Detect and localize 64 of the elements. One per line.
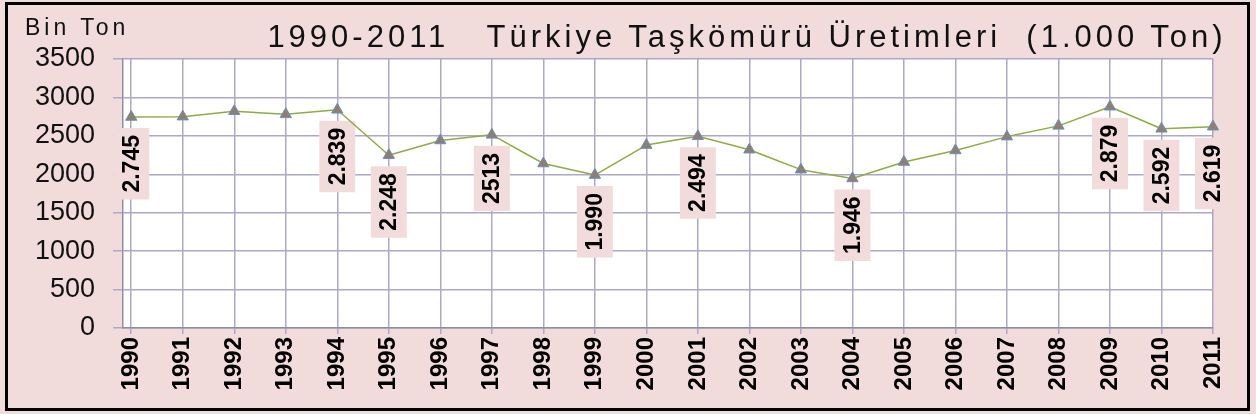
point [1103,99,1117,111]
x-tick-label: 2001 [682,337,710,391]
point [382,148,395,159]
data-label: 1.946 [838,196,865,254]
point [640,138,653,149]
x-tick-label: 2011 [1197,337,1225,390]
data-label: 2.248 [375,173,402,231]
point [331,102,344,114]
point [794,162,808,174]
data-label: 2.494 [684,154,711,212]
x-tick-label: 1994 [321,336,349,391]
point [846,171,859,183]
point [1052,118,1065,130]
y-tick-label: 3500 [34,42,95,73]
point [434,133,447,145]
point [537,156,550,168]
point [228,104,241,116]
x-tick-label: 2008 [1043,337,1071,391]
x-tick-label: 1993 [270,337,298,391]
point [176,109,189,121]
x-tick-label: 1990 [115,337,143,391]
x-tick-label: 1991 [167,337,195,391]
x-tick-label: 2000 [630,337,658,391]
y-tick-label: 500 [49,273,95,304]
y-tick-label: 0 [79,311,95,342]
x-tick-label: 2002 [734,337,762,391]
point [1155,121,1168,133]
x-tick-label: 1995 [373,337,401,391]
point [485,127,498,139]
data-label: 1.990 [581,193,608,251]
y-tick-label: 1000 [34,234,95,265]
point [897,154,911,166]
y-tick-label: 1500 [34,196,95,227]
point [588,168,601,179]
point [125,110,138,121]
point [279,107,292,119]
x-tick-label: 2006 [940,337,968,391]
point [743,142,756,154]
chart-title: 1990-2011 Türkiye Taşkömürü Üretimleri (1.000 Ton) [267,19,1227,55]
point [949,143,962,155]
y-tick-label: 2000 [34,157,95,188]
point [691,129,705,141]
x-tick-label: 1996 [424,337,452,391]
y-tick-label: 3000 [34,80,95,111]
data-label: 2.619 [1199,144,1226,203]
x-tick-label: 2009 [1094,337,1122,391]
x-tick-label: 1999 [579,337,607,391]
data-label: 2.745 [117,134,144,193]
x-tick-label: 2005 [888,337,916,391]
data-label: 2513 [478,152,505,205]
x-tick-label: 2010 [1146,337,1174,391]
x-tick-label: 1997 [476,337,504,391]
data-label: 2.879 [1096,124,1123,183]
y-axis-title: Bin Ton [25,14,130,41]
point [1000,129,1014,141]
x-tick-label: 2007 [991,337,1019,391]
y-tick-label: 2500 [34,119,95,150]
data-label: 2.592 [1147,146,1174,205]
x-tick-label: 2003 [785,337,813,391]
x-tick-label: 2004 [837,336,865,391]
x-tick-label: 1992 [218,337,246,391]
data-label: 2.839 [323,127,350,186]
point [1206,119,1220,131]
x-tick-label: 1998 [527,337,555,391]
